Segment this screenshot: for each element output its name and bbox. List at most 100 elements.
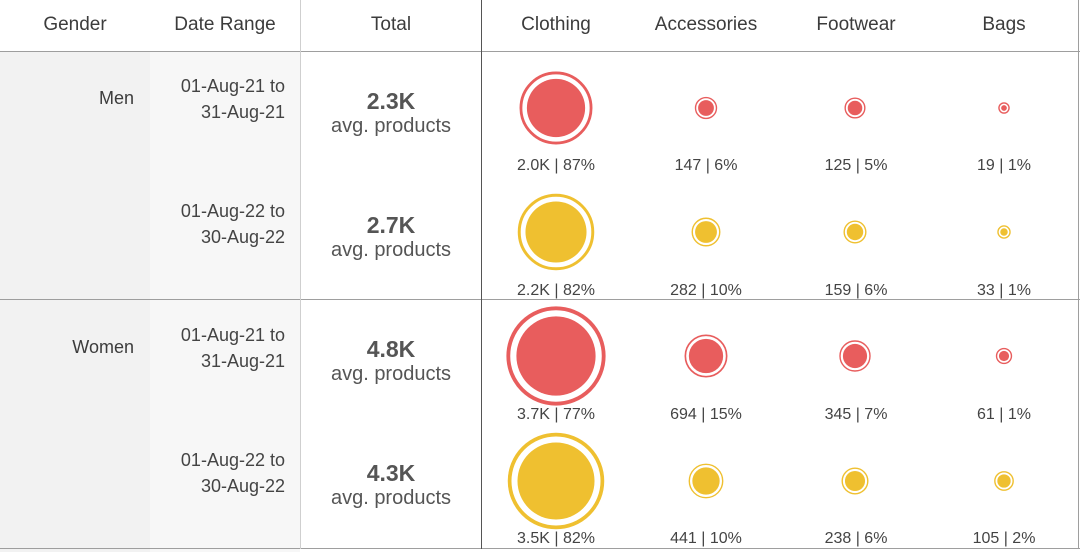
header-total: Total — [370, 14, 412, 35]
value-label-women-1-footwear: 345 | 7% — [824, 406, 888, 423]
bubble-ring — [844, 97, 866, 119]
bubble-ring — [839, 340, 871, 372]
total-women-1: 4.8K avg. products — [301, 335, 481, 385]
date-range-women-2: 01-Aug-22 to 30-Aug-22 — [150, 447, 285, 499]
bubble-women-2-clothing — [507, 432, 605, 530]
bubble-ring — [517, 193, 595, 271]
bubble-fill — [842, 343, 868, 369]
bubble-women-2-footwear — [841, 467, 869, 495]
date-range-end: 30-Aug-22 — [200, 227, 285, 247]
bubble-women-1-bags — [995, 347, 1013, 365]
bubble-women-1-footwear — [839, 340, 871, 372]
date-column-shade — [150, 51, 300, 552]
total-label: avg. products — [330, 363, 452, 385]
bubble-men-1-accessories — [694, 96, 718, 120]
value-label-women-1-clothing: 3.7K | 77% — [517, 406, 595, 423]
value-label-men-2-accessories: 282 | 10% — [670, 282, 742, 299]
bubble-ring — [691, 217, 721, 247]
bubble-fill — [846, 223, 864, 241]
value-label-women-2-accessories: 441 | 10% — [670, 530, 742, 547]
bubble-fill — [688, 338, 724, 374]
bubble-women-2-bags — [994, 471, 1014, 491]
bubble-fill — [997, 474, 1011, 488]
value-label-women-2-clothing: 3.5K | 82% — [517, 530, 595, 547]
bubble-ring — [684, 334, 728, 378]
header-clothing: Clothing — [521, 14, 591, 35]
total-value: 4.8K — [366, 336, 416, 362]
bubble-ring — [506, 306, 606, 406]
total-label: avg. products — [330, 487, 452, 509]
gender-men: Men — [98, 88, 134, 108]
total-left-divider — [300, 0, 301, 549]
header-bags: Bags — [982, 14, 1026, 35]
bubble-fill — [695, 221, 717, 243]
value-label-women-2-bags: 105 | 2% — [972, 530, 1036, 547]
bubble-women-1-clothing — [506, 306, 606, 406]
bubble-fill — [998, 350, 1010, 362]
total-men-1: 2.3K avg. products — [301, 87, 481, 137]
bubble-fill — [517, 442, 595, 520]
bubble-ring — [841, 467, 869, 495]
bubble-ring — [994, 471, 1014, 491]
bubble-men-2-accessories — [691, 217, 721, 247]
bubble-ring — [995, 347, 1013, 365]
date-range-end: 31-Aug-21 — [200, 102, 285, 122]
date-range-men-2: 01-Aug-22 to 30-Aug-22 — [150, 198, 285, 250]
total-right-divider — [481, 0, 482, 549]
bottom-border — [0, 548, 1080, 549]
bubble-fill — [516, 316, 596, 396]
date-range-women-1: 01-Aug-21 to 31-Aug-21 — [150, 322, 285, 374]
bubble-fill — [847, 100, 863, 116]
date-range-start: 01-Aug-22 to — [180, 450, 285, 470]
total-value: 4.3K — [366, 460, 416, 486]
bubble-fill — [526, 78, 586, 138]
bubble-women-1-accessories — [684, 334, 728, 378]
date-range-start: 01-Aug-22 to — [180, 201, 285, 221]
bubble-fill — [1001, 105, 1007, 111]
value-label-men-1-clothing: 2.0K | 87% — [517, 157, 595, 174]
bubble-fill — [698, 100, 714, 116]
value-label-men-2-footwear: 159 | 6% — [824, 282, 888, 299]
date-range-men-1: 01-Aug-21 to 31-Aug-21 — [150, 73, 285, 125]
total-label: avg. products — [330, 115, 452, 137]
right-border — [1078, 0, 1079, 549]
value-label-women-2-footwear: 238 | 6% — [824, 530, 888, 547]
bubble-fill — [844, 470, 866, 492]
bubble-ring — [519, 71, 593, 145]
header-footwear: Footwear — [816, 14, 896, 35]
value-label-men-2-bags: 33 | 1% — [977, 282, 1031, 299]
bubble-ring — [507, 432, 605, 530]
value-label-women-1-accessories: 694 | 15% — [670, 406, 742, 423]
value-label-men-1-footwear: 125 | 5% — [824, 157, 888, 174]
bubble-men-2-footwear — [843, 220, 867, 244]
bubble-men-2-bags — [997, 225, 1011, 239]
header-date-range: Date Range — [174, 14, 276, 35]
header-divider — [0, 51, 1080, 52]
bubble-ring — [694, 96, 718, 120]
bubble-men-1-clothing — [519, 71, 593, 145]
total-value: 2.3K — [366, 88, 416, 114]
date-range-end: 30-Aug-22 — [200, 476, 285, 496]
total-value: 2.7K — [366, 212, 416, 238]
bubble-ring — [997, 225, 1011, 239]
date-range-start: 01-Aug-21 to — [180, 76, 285, 96]
value-label-men-1-bags: 19 | 1% — [977, 157, 1031, 174]
value-label-men-1-accessories: 147 | 6% — [674, 157, 738, 174]
gender-column-shade — [0, 51, 150, 552]
date-range-end: 31-Aug-21 — [200, 351, 285, 371]
bubble-fill — [525, 201, 587, 263]
bubble-ring — [843, 220, 867, 244]
gender-women: Women — [72, 337, 134, 357]
total-men-2: 2.7K avg. products — [301, 211, 481, 261]
bubble-men-1-bags — [998, 102, 1010, 114]
bubble-women-2-accessories — [688, 463, 724, 499]
value-label-men-2-clothing: 2.2K | 82% — [517, 282, 595, 299]
bubble-men-1-footwear — [844, 97, 866, 119]
bubble-ring — [688, 463, 724, 499]
value-label-women-1-bags: 61 | 1% — [977, 406, 1031, 423]
date-range-start: 01-Aug-21 to — [180, 325, 285, 345]
header-accessories: Accessories — [654, 14, 758, 35]
bubble-fill — [692, 467, 720, 495]
total-women-2: 4.3K avg. products — [301, 459, 481, 509]
